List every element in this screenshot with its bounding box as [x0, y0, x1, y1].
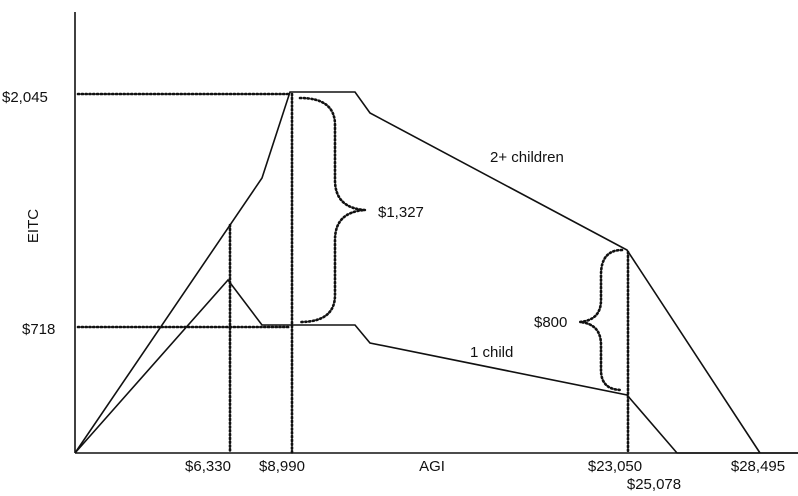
curve-label: 2+ children [490, 149, 564, 166]
x-marker: $25,078 [627, 476, 681, 493]
brace [298, 96, 366, 324]
x-marker: $23,050 [588, 458, 642, 475]
curve-two-children [74, 91, 761, 454]
x-marker: $6,330 [185, 458, 231, 475]
difference-label: $800 [534, 314, 567, 331]
difference-label: $1,327 [378, 204, 424, 221]
curve-one-child [74, 278, 798, 454]
curve-label: 1 child [470, 344, 513, 361]
y-marker: $718 [22, 321, 55, 338]
x-marker: $8,990 [259, 458, 305, 475]
x-marker: $28,495 [731, 458, 785, 475]
y-marker: $2,045 [2, 89, 48, 106]
brace [579, 248, 624, 392]
y-axis-label: EITC [25, 209, 42, 243]
x-axis-label: AGI [419, 458, 445, 475]
